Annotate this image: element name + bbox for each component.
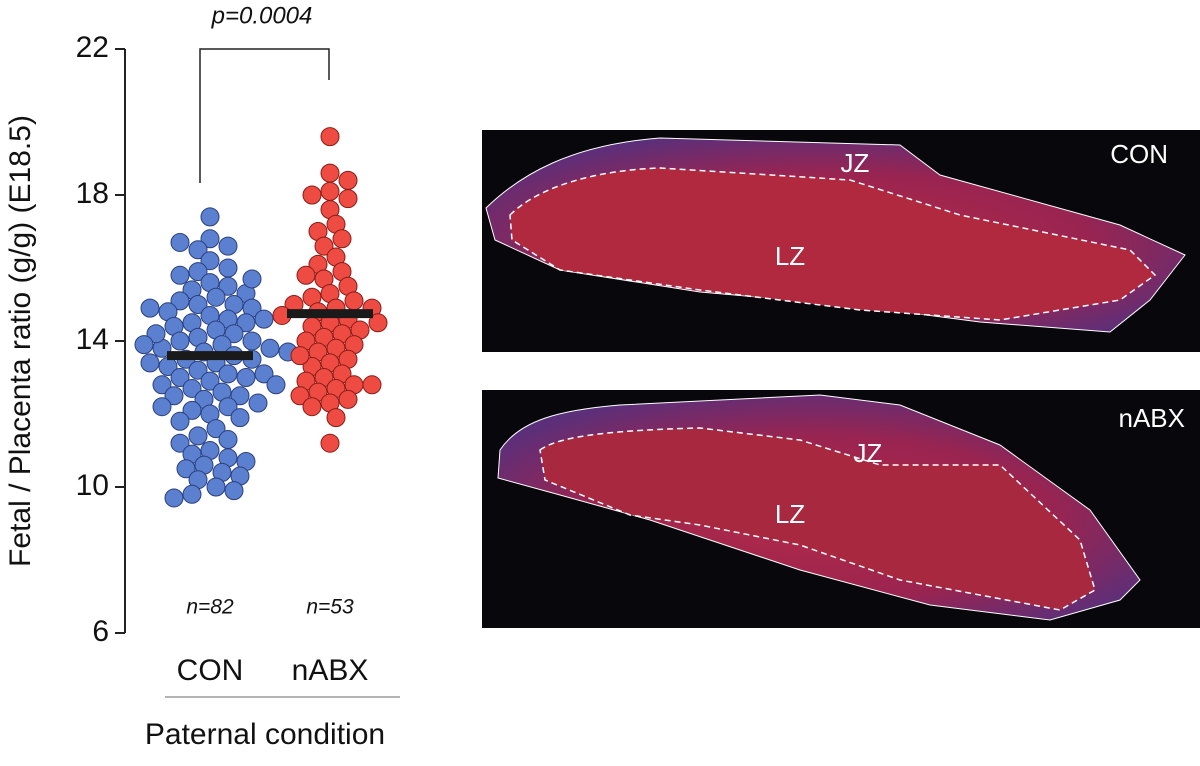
image-label: CON [1110,139,1168,169]
p-value: p=0.0004 [211,2,313,29]
data-point [332,229,352,249]
data-point [140,353,160,373]
data-point [290,386,310,406]
data-point [320,433,340,453]
data-point [236,368,256,387]
data-point [206,419,226,439]
y-tick-label: 18 [76,177,109,210]
data-point [224,481,244,501]
zone-label: JZ [854,438,883,468]
data-point [206,287,226,307]
data-point [254,364,274,384]
data-point [290,346,310,366]
lz-boundary [509,167,1157,321]
data-point [200,229,220,249]
data-point [344,291,364,311]
data-point [200,371,220,391]
data-point [200,207,220,227]
data-point [182,400,202,420]
data-point [164,488,184,508]
data-point [218,236,238,256]
data-point [362,375,382,395]
data-point [200,251,220,271]
data-point [188,426,208,446]
zone-label: LZ [775,499,805,529]
zone-label: JZ [841,148,870,178]
data-point [296,265,316,285]
y-axis-label: Fetal / Placenta ratio (g/g) (E18.5) [4,115,37,567]
significance-bracket [199,48,330,183]
data-point [260,338,280,358]
data-point [320,181,340,201]
n-label: n=53 [306,596,354,619]
data-point [236,313,256,333]
data-point [266,375,286,395]
data-point [170,368,190,387]
image-panel: nABX JZ LZ [482,390,1200,628]
y-tick-label: 6 [92,615,109,648]
n-label: n=82 [186,596,234,619]
data-point [182,484,202,504]
data-point [206,477,226,497]
data-point [182,378,202,398]
data-point [146,324,166,344]
data-point [338,389,358,409]
data-point [230,408,250,428]
y-tick-label: 14 [76,323,109,356]
data-point [338,189,358,209]
data-point [170,411,190,431]
lz-boundary [539,427,1096,611]
y-tick-label: 22 [76,31,109,64]
data-point [326,408,346,428]
data-point [242,269,262,289]
data-point [170,291,190,311]
data-point [218,364,238,384]
data-point [164,386,184,406]
data-point [368,313,388,333]
data-point [224,324,244,344]
data-point [302,397,322,417]
data-point [170,265,190,285]
data-point [188,360,208,380]
x-axis-label: Paternal condition [145,718,385,751]
data-point [188,262,208,282]
data-point [152,397,172,417]
x-tick-label: nABX [292,654,369,687]
data-point [152,375,172,395]
data-point [338,170,358,190]
data-point [254,309,274,329]
data-point [170,232,190,252]
mean-bar [167,351,253,361]
zone-label: LZ [775,241,805,271]
data-point [140,298,160,318]
data-point [230,386,250,406]
image-label: nABX [1119,403,1186,433]
data-point [242,331,262,351]
data-point [248,393,268,413]
y-tick-label: 10 [76,469,109,502]
data-point [218,397,238,417]
data-point [302,185,322,205]
data-point [218,276,238,296]
image-panel: CON JZ LZ [482,130,1200,352]
data-point [188,295,208,314]
data-point [320,127,340,147]
data-point [170,331,190,351]
data-point [314,236,334,256]
data-point [176,459,196,479]
data-point [320,163,340,183]
data-point [218,430,238,450]
data-point [188,240,208,260]
data-point [134,335,154,355]
data-point [170,433,190,453]
mean-bar [287,309,373,319]
data-point [218,258,238,278]
x-tick-label: CON [177,654,244,687]
